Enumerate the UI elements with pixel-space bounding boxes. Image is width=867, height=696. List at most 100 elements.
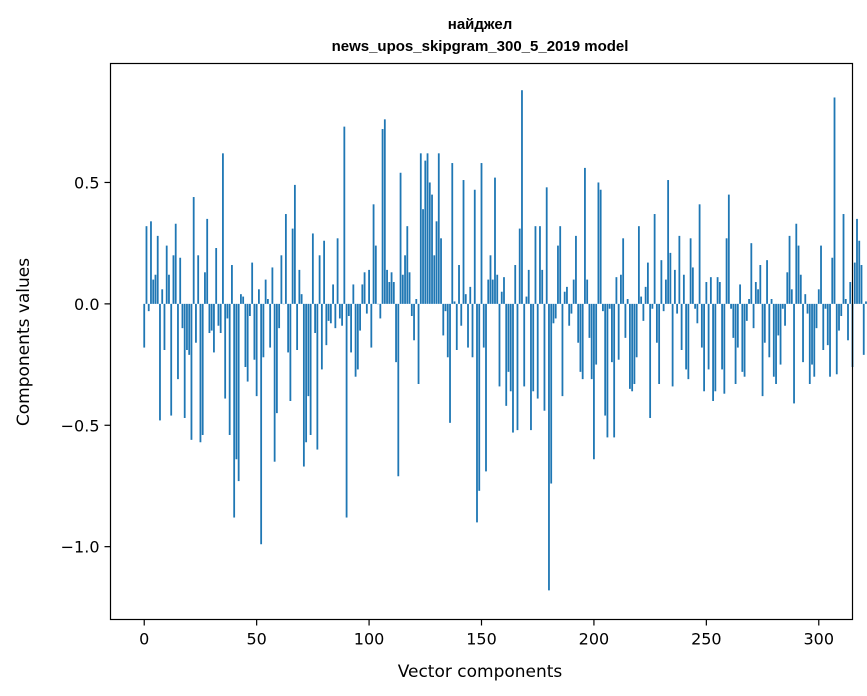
bar — [865, 301, 867, 304]
bar — [545, 187, 548, 304]
bar — [347, 303, 350, 317]
bar — [541, 269, 544, 304]
bar — [793, 303, 795, 404]
y-tick-label: −0.5 — [61, 416, 100, 435]
bar — [552, 303, 555, 324]
bar — [840, 303, 843, 317]
bar — [147, 303, 150, 312]
bar — [395, 303, 397, 363]
bar — [318, 255, 321, 304]
x-tick-label: 150 — [466, 630, 497, 649]
y-axis-label: Components values — [14, 258, 34, 426]
bar — [460, 303, 463, 326]
bar — [161, 289, 164, 304]
bar — [824, 303, 827, 309]
bar — [786, 272, 789, 304]
bar — [829, 303, 831, 377]
bar — [469, 286, 472, 304]
bar — [575, 235, 577, 304]
bar — [707, 303, 710, 370]
bar — [808, 303, 811, 384]
bar — [260, 303, 263, 545]
bar — [329, 303, 332, 324]
bar — [143, 303, 146, 348]
y-tick-label: 0.5 — [74, 173, 99, 192]
bar — [860, 265, 863, 304]
bar — [354, 303, 357, 377]
plot-area — [109, 62, 867, 621]
bar — [458, 265, 460, 304]
bar — [415, 299, 418, 304]
bar — [597, 182, 600, 304]
bar — [251, 262, 254, 304]
bar — [712, 303, 714, 401]
bar — [802, 303, 804, 363]
bar — [633, 303, 636, 384]
bar — [487, 279, 490, 304]
bar — [231, 265, 233, 304]
bar — [226, 303, 229, 319]
bar — [210, 303, 213, 331]
bar — [365, 303, 368, 314]
bar — [195, 303, 197, 343]
bar — [446, 303, 449, 358]
bar — [244, 303, 247, 367]
bar — [606, 303, 609, 438]
bar — [199, 303, 202, 443]
bar — [788, 235, 791, 304]
bar — [383, 119, 386, 304]
bar — [727, 194, 730, 304]
x-tick-label: 300 — [803, 630, 834, 649]
bar — [705, 282, 708, 304]
bar — [302, 303, 305, 467]
bar — [197, 255, 200, 304]
bar — [341, 303, 343, 326]
bar — [361, 284, 364, 304]
bar — [345, 303, 348, 518]
bar — [287, 303, 290, 353]
bar — [853, 262, 856, 304]
bar — [444, 303, 447, 312]
bar — [363, 272, 366, 304]
bar — [593, 303, 595, 460]
bar — [673, 269, 676, 304]
bar — [637, 226, 640, 304]
bar — [644, 286, 647, 304]
bar — [186, 303, 188, 350]
bar — [716, 277, 719, 304]
bar — [206, 218, 209, 304]
bar — [298, 269, 301, 304]
bar — [642, 303, 645, 321]
bar — [781, 303, 784, 309]
bar — [554, 303, 557, 319]
bar — [305, 303, 308, 443]
bar — [320, 303, 323, 370]
bar — [584, 167, 586, 304]
bar — [284, 214, 287, 304]
bar — [485, 303, 487, 472]
bar — [689, 238, 692, 304]
bar — [336, 238, 339, 304]
bar — [397, 303, 400, 477]
bar — [624, 303, 627, 338]
bar — [249, 303, 251, 317]
bar — [503, 277, 505, 304]
bar — [296, 303, 299, 350]
bar — [213, 303, 215, 353]
bar — [739, 284, 741, 304]
bar — [761, 303, 764, 397]
x-axis: 0 50 100 150 200 250 300 — [139, 619, 834, 649]
bar — [237, 303, 240, 482]
bar — [856, 218, 858, 304]
bar — [489, 255, 492, 304]
bar — [514, 265, 517, 304]
bar — [174, 223, 177, 304]
bar — [464, 294, 467, 304]
bar — [572, 279, 575, 304]
bar — [620, 274, 622, 304]
bar — [658, 303, 661, 384]
bar — [590, 303, 593, 380]
bar — [662, 303, 665, 312]
bar — [743, 303, 746, 377]
bar — [613, 303, 616, 438]
